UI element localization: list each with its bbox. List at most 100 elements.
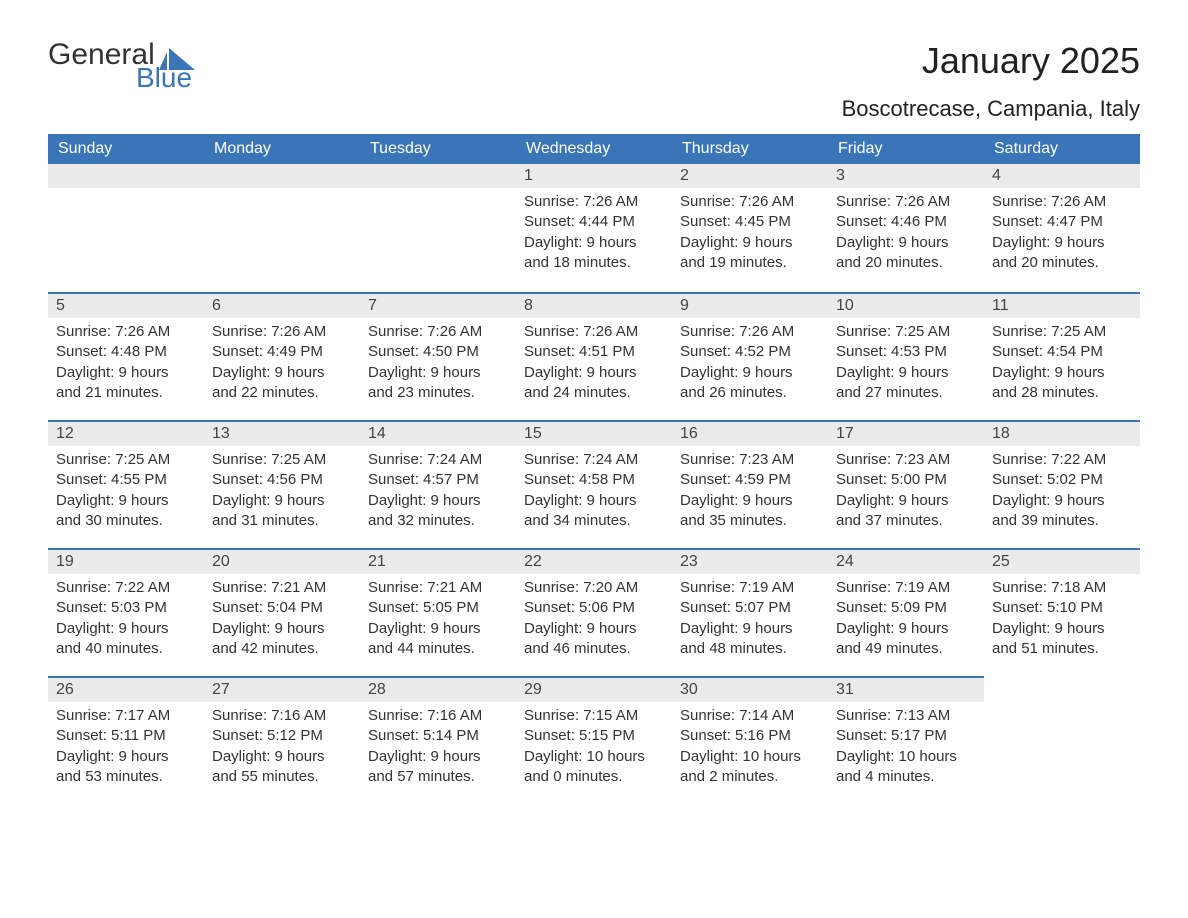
calendar-cell: 22Sunrise: 7:20 AMSunset: 5:06 PMDayligh… xyxy=(516,548,672,676)
day-number: 27 xyxy=(204,676,360,702)
day-details: Sunrise: 7:21 AMSunset: 5:05 PMDaylight:… xyxy=(360,574,516,669)
title-block: January 2025 Boscotrecase, Campania, Ita… xyxy=(842,40,1140,122)
day-number: 6 xyxy=(204,292,360,318)
weekday-header: Friday xyxy=(828,134,984,164)
day-details: Sunrise: 7:19 AMSunset: 5:07 PMDaylight:… xyxy=(672,574,828,669)
calendar-week-row: 26Sunrise: 7:17 AMSunset: 5:11 PMDayligh… xyxy=(48,676,1140,804)
day-details: Sunrise: 7:25 AMSunset: 4:56 PMDaylight:… xyxy=(204,446,360,541)
daylight-line: Daylight: 9 hours and 19 minutes. xyxy=(680,233,820,274)
day-number: 2 xyxy=(672,164,828,188)
day-number: 23 xyxy=(672,548,828,574)
sunset-line: Sunset: 4:56 PM xyxy=(212,470,352,490)
day-details: Sunrise: 7:16 AMSunset: 5:12 PMDaylight:… xyxy=(204,702,360,797)
day-number: 25 xyxy=(984,548,1140,574)
weekday-header: Thursday xyxy=(672,134,828,164)
sunrise-line: Sunrise: 7:24 AM xyxy=(368,450,508,470)
day-number: 20 xyxy=(204,548,360,574)
daylight-line: Daylight: 9 hours and 39 minutes. xyxy=(992,491,1132,532)
sunrise-line: Sunrise: 7:16 AM xyxy=(368,706,508,726)
day-number xyxy=(204,164,360,188)
daylight-line: Daylight: 9 hours and 42 minutes. xyxy=(212,619,352,660)
calendar-cell: 21Sunrise: 7:21 AMSunset: 5:05 PMDayligh… xyxy=(360,548,516,676)
sunset-line: Sunset: 4:59 PM xyxy=(680,470,820,490)
calendar-cell: 10Sunrise: 7:25 AMSunset: 4:53 PMDayligh… xyxy=(828,292,984,420)
calendar-cell: 14Sunrise: 7:24 AMSunset: 4:57 PMDayligh… xyxy=(360,420,516,548)
day-details: Sunrise: 7:21 AMSunset: 5:04 PMDaylight:… xyxy=(204,574,360,669)
calendar-cell: 6Sunrise: 7:26 AMSunset: 4:49 PMDaylight… xyxy=(204,292,360,420)
day-number: 22 xyxy=(516,548,672,574)
sunset-line: Sunset: 5:00 PM xyxy=(836,470,976,490)
calendar-cell: 17Sunrise: 7:23 AMSunset: 5:00 PMDayligh… xyxy=(828,420,984,548)
daylight-line: Daylight: 9 hours and 31 minutes. xyxy=(212,491,352,532)
day-details: Sunrise: 7:15 AMSunset: 5:15 PMDaylight:… xyxy=(516,702,672,797)
sunset-line: Sunset: 4:48 PM xyxy=(56,342,196,362)
sunrise-line: Sunrise: 7:22 AM xyxy=(992,450,1132,470)
daylight-line: Daylight: 9 hours and 24 minutes. xyxy=(524,363,664,404)
day-number: 10 xyxy=(828,292,984,318)
sunset-line: Sunset: 4:57 PM xyxy=(368,470,508,490)
day-number: 19 xyxy=(48,548,204,574)
sunset-line: Sunset: 4:55 PM xyxy=(56,470,196,490)
sunrise-line: Sunrise: 7:19 AM xyxy=(836,578,976,598)
calendar-cell: 31Sunrise: 7:13 AMSunset: 5:17 PMDayligh… xyxy=(828,676,984,804)
calendar-week-row: 19Sunrise: 7:22 AMSunset: 5:03 PMDayligh… xyxy=(48,548,1140,676)
day-details: Sunrise: 7:26 AMSunset: 4:48 PMDaylight:… xyxy=(48,318,204,413)
day-details: Sunrise: 7:25 AMSunset: 4:54 PMDaylight:… xyxy=(984,318,1140,413)
day-number: 12 xyxy=(48,420,204,446)
day-number: 8 xyxy=(516,292,672,318)
day-details: Sunrise: 7:26 AMSunset: 4:46 PMDaylight:… xyxy=(828,188,984,283)
day-details: Sunrise: 7:18 AMSunset: 5:10 PMDaylight:… xyxy=(984,574,1140,669)
daylight-line: Daylight: 9 hours and 26 minutes. xyxy=(680,363,820,404)
sunrise-line: Sunrise: 7:18 AM xyxy=(992,578,1132,598)
sunset-line: Sunset: 5:15 PM xyxy=(524,726,664,746)
logo-text-blue: Blue xyxy=(136,64,195,92)
sunrise-line: Sunrise: 7:26 AM xyxy=(524,322,664,342)
calendar-cell: 16Sunrise: 7:23 AMSunset: 4:59 PMDayligh… xyxy=(672,420,828,548)
day-details: Sunrise: 7:26 AMSunset: 4:50 PMDaylight:… xyxy=(360,318,516,413)
sunset-line: Sunset: 4:45 PM xyxy=(680,212,820,232)
sunset-line: Sunset: 4:54 PM xyxy=(992,342,1132,362)
day-number: 9 xyxy=(672,292,828,318)
sunrise-line: Sunrise: 7:19 AM xyxy=(680,578,820,598)
day-details: Sunrise: 7:23 AMSunset: 4:59 PMDaylight:… xyxy=(672,446,828,541)
day-number: 30 xyxy=(672,676,828,702)
day-number: 31 xyxy=(828,676,984,702)
sunrise-line: Sunrise: 7:25 AM xyxy=(212,450,352,470)
day-number: 15 xyxy=(516,420,672,446)
weekday-header: Monday xyxy=(204,134,360,164)
calendar-table: SundayMondayTuesdayWednesdayThursdayFrid… xyxy=(48,134,1140,804)
sunset-line: Sunset: 5:09 PM xyxy=(836,598,976,618)
day-number: 28 xyxy=(360,676,516,702)
calendar-cell: 23Sunrise: 7:19 AMSunset: 5:07 PMDayligh… xyxy=(672,548,828,676)
calendar-cell: 9Sunrise: 7:26 AMSunset: 4:52 PMDaylight… xyxy=(672,292,828,420)
sunset-line: Sunset: 4:44 PM xyxy=(524,212,664,232)
daylight-line: Daylight: 9 hours and 18 minutes. xyxy=(524,233,664,274)
day-details: Sunrise: 7:14 AMSunset: 5:16 PMDaylight:… xyxy=(672,702,828,797)
day-number: 3 xyxy=(828,164,984,188)
daylight-line: Daylight: 9 hours and 40 minutes. xyxy=(56,619,196,660)
sunrise-line: Sunrise: 7:21 AM xyxy=(368,578,508,598)
day-number: 17 xyxy=(828,420,984,446)
calendar-cell: 15Sunrise: 7:24 AMSunset: 4:58 PMDayligh… xyxy=(516,420,672,548)
day-number: 1 xyxy=(516,164,672,188)
sunset-line: Sunset: 5:10 PM xyxy=(992,598,1132,618)
day-details: Sunrise: 7:26 AMSunset: 4:52 PMDaylight:… xyxy=(672,318,828,413)
sunset-line: Sunset: 5:04 PM xyxy=(212,598,352,618)
calendar-cell xyxy=(48,164,204,292)
calendar-cell: 1Sunrise: 7:26 AMSunset: 4:44 PMDaylight… xyxy=(516,164,672,292)
day-details: Sunrise: 7:26 AMSunset: 4:49 PMDaylight:… xyxy=(204,318,360,413)
daylight-line: Daylight: 9 hours and 22 minutes. xyxy=(212,363,352,404)
sunrise-line: Sunrise: 7:26 AM xyxy=(836,192,976,212)
calendar-cell: 7Sunrise: 7:26 AMSunset: 4:50 PMDaylight… xyxy=(360,292,516,420)
sunrise-line: Sunrise: 7:25 AM xyxy=(836,322,976,342)
weekday-header: Tuesday xyxy=(360,134,516,164)
calendar-cell: 28Sunrise: 7:16 AMSunset: 5:14 PMDayligh… xyxy=(360,676,516,804)
calendar-cell: 27Sunrise: 7:16 AMSunset: 5:12 PMDayligh… xyxy=(204,676,360,804)
calendar-cell: 24Sunrise: 7:19 AMSunset: 5:09 PMDayligh… xyxy=(828,548,984,676)
sunset-line: Sunset: 5:05 PM xyxy=(368,598,508,618)
sunset-line: Sunset: 5:02 PM xyxy=(992,470,1132,490)
sunrise-line: Sunrise: 7:22 AM xyxy=(56,578,196,598)
weekday-header: Saturday xyxy=(984,134,1140,164)
sunset-line: Sunset: 4:52 PM xyxy=(680,342,820,362)
day-number: 16 xyxy=(672,420,828,446)
